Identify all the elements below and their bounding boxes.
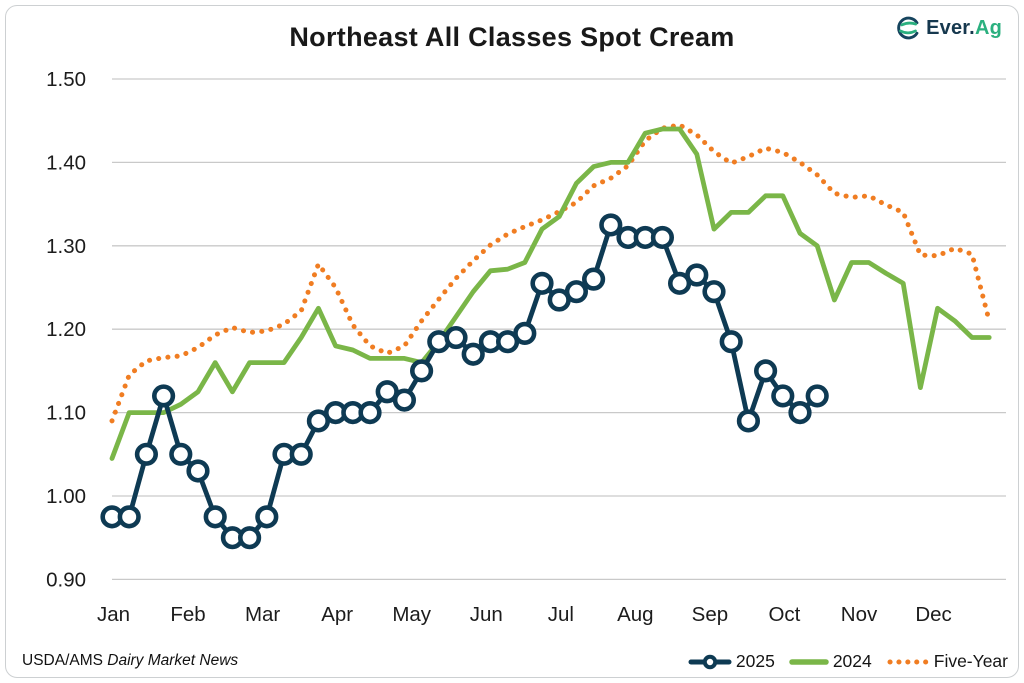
data-point-2025 xyxy=(685,263,709,287)
data-point-2025 xyxy=(788,401,812,425)
everag-logo-icon xyxy=(897,16,919,40)
legend-label-five-year: Five-Year xyxy=(933,651,1008,671)
everag-logo-text: Ever.Ag xyxy=(926,17,1002,40)
data-point-2025 xyxy=(238,526,262,550)
bottom-bar: USDA/AMS Dairy Market News 2025 2024 xyxy=(0,639,1024,683)
data-point-2025 xyxy=(152,384,176,408)
y-axis-tick-label: 0.90 xyxy=(46,568,86,591)
x-axis-month-label: May xyxy=(392,603,431,626)
data-point-2025 xyxy=(255,505,279,529)
data-point-2025 xyxy=(289,442,313,466)
legend-item-2025: 2025 xyxy=(688,651,775,672)
data-point-2025 xyxy=(410,359,434,383)
legend-swatch-2025-line-marker-icon xyxy=(688,654,732,669)
y-axis-tick-label: 1.20 xyxy=(46,318,86,341)
data-point-2025 xyxy=(805,384,829,408)
data-point-2025 xyxy=(392,388,417,412)
data-point-2025 xyxy=(650,225,675,250)
x-axis-month-label: Sep xyxy=(692,603,728,626)
data-point-2025 xyxy=(753,359,778,383)
data-point-2025 xyxy=(736,409,761,433)
data-point-2025 xyxy=(203,505,227,529)
data-point-2025 xyxy=(117,505,141,529)
data-point-2025 xyxy=(358,401,382,425)
x-axis-month-label: Jan xyxy=(97,603,130,626)
data-point-2025 xyxy=(581,267,606,291)
data-point-2025 xyxy=(513,321,537,345)
source-prefix: USDA/AMS xyxy=(22,652,108,669)
data-point-2025 xyxy=(169,442,193,466)
data-point-2025 xyxy=(530,271,554,295)
x-axis-month-label: Aug xyxy=(617,603,653,626)
source-attribution: USDA/AMS Dairy Market News xyxy=(22,652,238,670)
data-point-2025 xyxy=(719,330,743,354)
data-point-2025 xyxy=(564,280,589,304)
everag-logo: Ever.Ag xyxy=(895,15,1002,41)
data-point-2025 xyxy=(186,459,210,483)
chart-legend: 2025 2024 Five-Year xyxy=(688,651,1008,672)
legend-label-2025: 2025 xyxy=(735,651,775,671)
legend-swatch-five-year-dotted-icon xyxy=(887,659,930,664)
x-axis-month-label: Feb xyxy=(170,603,205,626)
data-point-2025 xyxy=(702,280,726,304)
y-axis-tick-label: 1.50 xyxy=(46,68,86,91)
legend-label-2024: 2024 xyxy=(832,651,872,671)
data-point-2025 xyxy=(599,213,623,237)
page-title: Northeast All Classes Spot Cream xyxy=(289,22,735,52)
x-axis-month-label: Jul xyxy=(548,603,574,626)
y-axis-tick-label: 1.30 xyxy=(46,235,86,258)
data-point-2025 xyxy=(771,384,795,408)
y-axis-tick-label: 1.00 xyxy=(46,485,86,508)
logo-text-prefix: Ever. xyxy=(926,16,975,39)
data-point-2025 xyxy=(134,442,158,466)
source-name: Dairy Market News xyxy=(107,652,239,669)
x-axis-month-label: Dec xyxy=(915,603,951,626)
data-point-2025 xyxy=(444,325,468,350)
legend-item-five-year: Five-Year xyxy=(886,651,1008,672)
logo-text-suffix: Ag xyxy=(974,16,1002,39)
x-axis-month-label: Mar xyxy=(245,603,280,626)
y-axis-tick-label: 1.40 xyxy=(46,151,86,174)
series-line-2024 xyxy=(109,126,992,461)
x-axis-month-label: Oct xyxy=(768,603,800,626)
x-axis-month-label: Apr xyxy=(321,603,353,626)
series-line-five-year xyxy=(109,122,992,424)
legend-item-2024: 2024 xyxy=(789,651,872,672)
x-axis-month-label: Jun xyxy=(470,603,503,626)
x-axis-month-label: Nov xyxy=(841,603,878,626)
legend-swatch-2024-line-icon xyxy=(789,658,829,665)
y-axis-tick-label: 1.10 xyxy=(46,402,86,425)
data-point-2025 xyxy=(461,342,485,366)
